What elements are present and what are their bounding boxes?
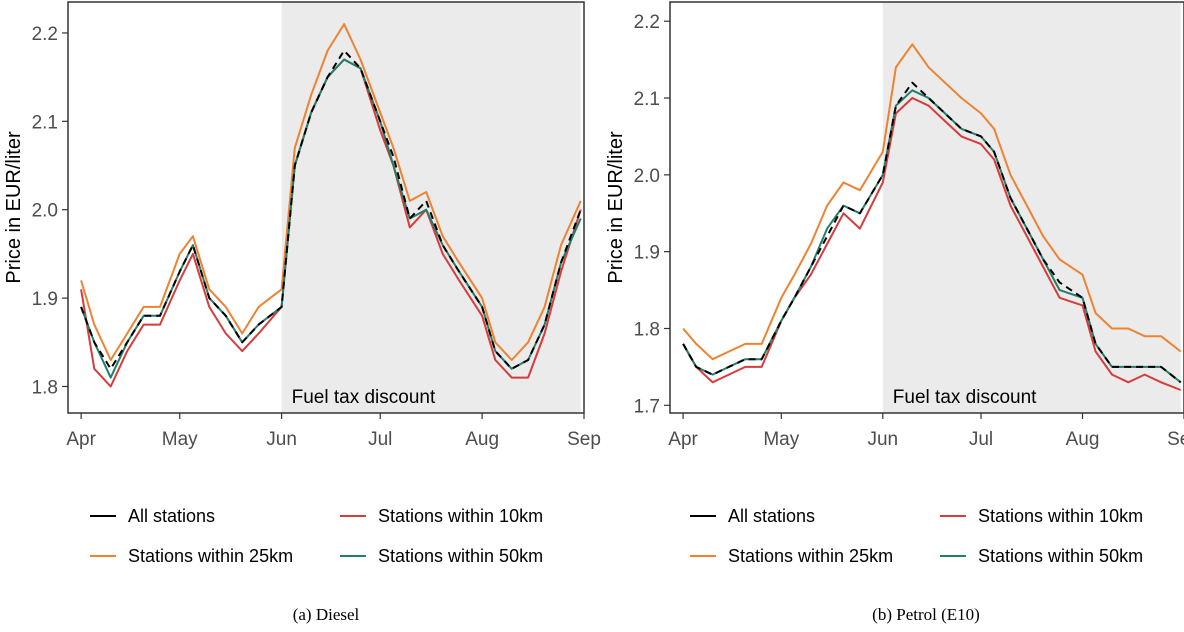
y-tick-label: 2.0: [32, 201, 58, 222]
y-tick-label: 1.9: [32, 289, 58, 310]
shaded-region-label: Fuel tax discount: [292, 387, 436, 408]
legend-item: Stations within 50km: [940, 546, 1143, 566]
panel-caption: (b) Petrol (E10): [872, 605, 980, 624]
x-tick-label: Sep: [1167, 429, 1184, 450]
legend-item: All stations: [90, 506, 215, 526]
x-tick-label: Jun: [867, 429, 898, 450]
x-tick-label: Sep: [567, 429, 601, 450]
x-tick-label: May: [162, 429, 198, 450]
y-axis-title: Price in EUR/liter: [605, 131, 627, 284]
y-tick-label: 2.2: [32, 24, 58, 45]
x-tick-label: May: [763, 429, 799, 450]
shaded-region-fuel-tax-discount: [882, 2, 1181, 413]
legend-item: Stations within 25km: [90, 546, 293, 566]
panel-diesel: Apr May Jun Jul Aug Sep 1.8 1.9 2.0 2.1 2.2 Fuel …: [3, 1, 601, 624]
series-line-all-stations: [682, 81, 1182, 384]
legend-label: Stations within 10km: [378, 506, 543, 526]
legend-item: Stations within 10km: [340, 506, 543, 526]
series-line-stations-within-25km: [80, 23, 582, 361]
x-tick-label: Jun: [266, 429, 297, 450]
plot-frame: [669, 1, 1184, 414]
y-tick-label: 1.7: [634, 396, 660, 417]
y-tick-label: 1.8: [634, 319, 660, 340]
legend-label: Stations within 25km: [728, 546, 893, 566]
legend-item: All stations: [690, 506, 815, 526]
legend-item: Stations within 50km: [340, 546, 543, 566]
x-tick-label: Jul: [368, 429, 392, 450]
y-tick-label: 2.0: [634, 166, 660, 187]
series-line-all-stations: [80, 49, 582, 370]
plot-frame: [67, 1, 585, 414]
y-tick-label: 2.1: [32, 112, 58, 133]
x-tick-label: Jul: [969, 429, 993, 450]
series-line-stations-within-25km: [682, 43, 1182, 361]
panel-petrol-e10: Apr May Jun Jul Aug Sep 1.7 1.8 1.9 2.0 2.1 2.2 Fu…: [605, 1, 1184, 624]
legend-label: Stations within 50km: [978, 546, 1143, 566]
y-tick-label: 2.1: [634, 89, 660, 110]
legend-label: Stations within 10km: [978, 506, 1143, 526]
x-tick-label: Aug: [1066, 429, 1100, 450]
legend-label: Stations within 50km: [378, 546, 543, 566]
legend-label: All stations: [728, 506, 815, 526]
panel-caption: (a) Diesel: [293, 605, 360, 624]
legend-label: All stations: [128, 506, 215, 526]
x-tick-label: Aug: [465, 429, 499, 450]
shaded-region-label: Fuel tax discount: [893, 387, 1037, 408]
legend-item: Stations within 10km: [940, 506, 1143, 526]
y-axis-title: Price in EUR/liter: [3, 131, 25, 284]
x-tick-label: Apr: [668, 429, 698, 450]
x-tick-label: Apr: [66, 429, 96, 450]
y-tick-label: 2.2: [634, 12, 660, 33]
y-tick-label: 1.8: [32, 377, 58, 398]
legend-item: Stations within 25km: [690, 546, 893, 566]
y-tick-label: 1.9: [634, 243, 660, 264]
legend-label: Stations within 25km: [128, 546, 293, 566]
series-line-stations-within-10km: [682, 97, 1182, 391]
